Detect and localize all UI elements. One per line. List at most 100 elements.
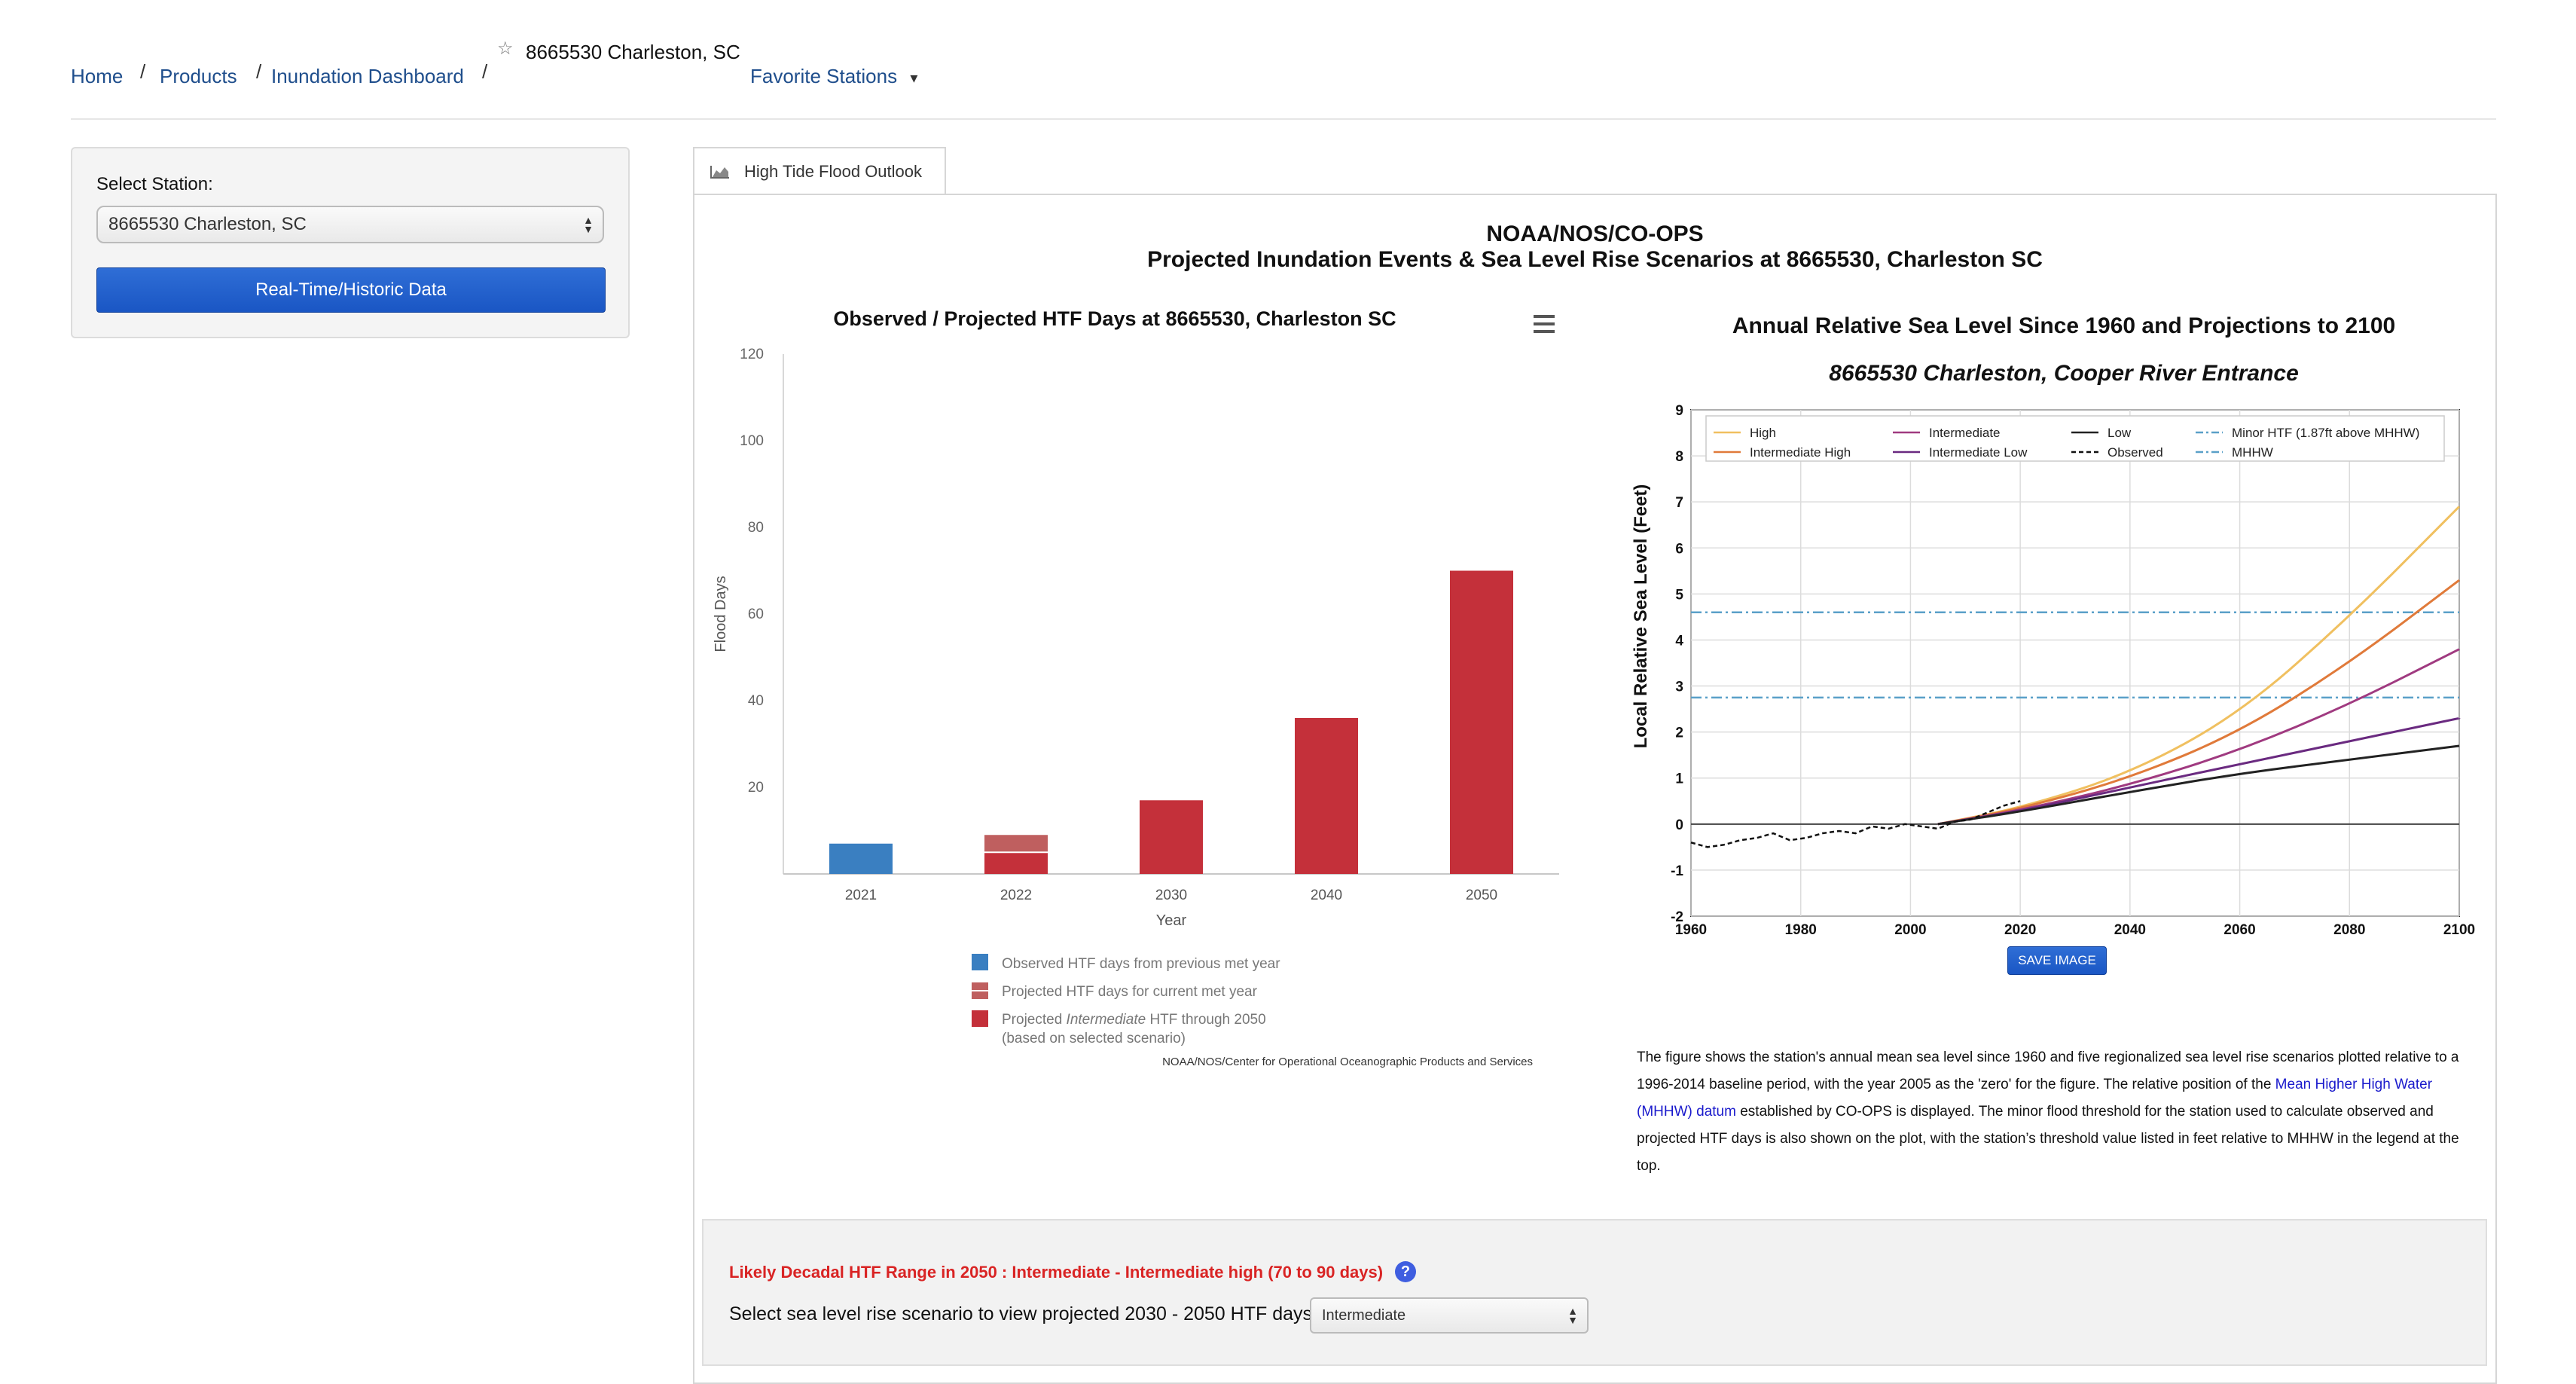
line-xtick-label: 2060 (2223, 922, 2255, 938)
bar-2022-current[interactable] (984, 835, 1048, 853)
select-arrows-icon: ▲ ▼ (1567, 1305, 1578, 1326)
line-ytick-label: 7 (1675, 495, 1683, 511)
bar-ytick-label: 80 (748, 520, 764, 536)
htf-range-text: Likely Decadal HTF Range in 2050 : Inter… (729, 1263, 1384, 1282)
legend-projected-intermediate: Projected Intermediate HTF through 2050 (1002, 1012, 1266, 1028)
legend-entry: Intermediate Low (1929, 445, 2028, 460)
real-time-historic-button[interactable]: Real-Time/Historic Data (96, 267, 606, 313)
bar-split-line (984, 851, 1048, 854)
bar-xtick-label: 2030 (1155, 888, 1187, 903)
scenario-panel: Likely Decadal HTF Range in 2050 : Inter… (702, 1219, 2487, 1366)
chevron-down-icon: ▾ (910, 70, 918, 87)
chart-menu-icon[interactable] (1534, 315, 1555, 333)
line-ytick-label: 1 (1675, 771, 1683, 787)
station-panel: Select Station: 8665530 Charleston, SC ▲… (71, 147, 630, 338)
tab-high-tide-flood-outlook[interactable]: High Tide Flood Outlook (693, 147, 946, 195)
line-ytick-label: 9 (1675, 403, 1683, 419)
legend-projected-intermediate-swatch (972, 1010, 988, 1027)
line-ytick-label: -1 (1671, 863, 1683, 879)
bar-ytick-label: 120 (740, 347, 764, 362)
legend-swatch-split (972, 990, 988, 991)
bar-xtick-label: 2040 (1311, 888, 1342, 903)
line-xtick-label: 2080 (2333, 922, 2365, 938)
bar-xtick-label: 2050 (1466, 888, 1497, 903)
breadcrumb-inundation-dashboard[interactable]: Inundation Dashboard (271, 65, 464, 87)
breadcrumb-products[interactable]: Products (160, 65, 237, 87)
bar-2030[interactable] (1140, 800, 1203, 874)
bar-ytick-label: 40 (748, 693, 764, 709)
chart-description: The figure shows the station's annual me… (1637, 1044, 2469, 1180)
legend-box (1705, 415, 2445, 462)
htf-bar-chart: Observed / Projected HTF Days at 8665530… (713, 307, 1559, 1068)
scenario-prompt: Select sea level rise scenario to view p… (729, 1303, 1312, 1324)
favorite-stations-label: Favorite Stations (750, 65, 898, 87)
observed-line (1690, 800, 2021, 848)
station-select-value: 8665530 Charleston, SC (108, 214, 307, 234)
bar-chart-title: Observed / Projected HTF Days at 8665530… (833, 307, 1396, 330)
legend-projected-intermediate-note: (based on selected scenario) (1002, 1031, 1186, 1046)
line-ytick-label: 5 (1675, 587, 1683, 603)
legend-entry: High (1750, 426, 1776, 440)
scenario-line (1937, 744, 2460, 826)
header-divider (71, 118, 2496, 120)
line-ytick-label: 2 (1675, 726, 1683, 741)
main-title-line2: Projected Inundation Events & Sea Level … (1147, 247, 2043, 272)
line-ytick-label: -2 (1671, 909, 1683, 925)
bar-xtick-label: 2021 (845, 888, 877, 903)
sea-level-line-chart: Annual Relative Sea Level Since 1960 and… (1631, 313, 2475, 938)
current-station: 8665530 Charleston, SC (526, 41, 740, 63)
line-ytick-label: 0 (1675, 817, 1683, 833)
mhhw-datum-link[interactable]: Mean Higher High Water (MHHW) datum (1637, 1077, 2433, 1120)
legend-observed-swatch (972, 954, 988, 970)
chart-credit: NOAA/NOS/Center for Operational Oceanogr… (1162, 1056, 1533, 1068)
line-ytick-label: 4 (1675, 633, 1683, 649)
favorite-star-icon[interactable]: ☆ (497, 38, 514, 59)
line-xtick-label: 2040 (2114, 922, 2146, 938)
area-chart-icon (710, 166, 729, 179)
legend-entry: Minor HTF (1.87ft above MHHW) (2232, 426, 2419, 440)
line-ytick-label: 8 (1675, 449, 1683, 465)
station-select[interactable]: 8665530 Charleston, SC ▲ ▼ (96, 206, 604, 243)
description-text: The figure shows the station's annual me… (1637, 1049, 2459, 1092)
line-chart-ylabel: Local Relative Sea Level (Feet) (1631, 484, 1651, 749)
tab-label: High Tide Flood Outlook (744, 162, 923, 181)
line-chart-subtitle: 8665530 Charleston, Cooper River Entranc… (1829, 361, 2299, 386)
main-title-line1: NOAA/NOS/CO-OPS (1486, 222, 1704, 246)
legend-projected-current: Projected HTF days for current met year (1002, 984, 1258, 1000)
description-text-2: established by CO-OPS is displayed. The … (1637, 1104, 2459, 1174)
bar-2021[interactable] (829, 843, 893, 874)
breadcrumb-home[interactable]: Home (71, 65, 124, 87)
scenario-select-value: Intermediate (1322, 1306, 1406, 1324)
legend-entry: Low (2107, 426, 2132, 440)
bar-2050[interactable] (1450, 570, 1513, 875)
line-ytick-label: 6 (1675, 541, 1683, 557)
breadcrumb-separator: / (140, 60, 146, 83)
bar-xtick-label: 2022 (1000, 888, 1032, 903)
breadcrumb-separator: / (256, 60, 262, 83)
line-xtick-label: 1980 (1785, 922, 1817, 938)
line-xtick-label: 2000 (1894, 922, 1926, 938)
legend-entry: Intermediate High (1750, 445, 1851, 460)
breadcrumb-separator: / (482, 60, 488, 83)
line-xtick-label: 1960 (1675, 922, 1707, 938)
bar-chart-ylabel: Flood Days (713, 576, 729, 652)
favorite-stations-dropdown[interactable]: Favorite Stations ▾ (750, 65, 917, 88)
scenario-select[interactable]: Intermediate ▲ ▼ (1310, 1297, 1589, 1334)
legend-entry: Observed (2107, 445, 2163, 460)
bar-ytick-label: 100 (740, 433, 764, 449)
legend-observed: Observed HTF days from previous met year (1002, 956, 1280, 972)
legend-entry: MHHW (2232, 445, 2273, 460)
legend-entry: Intermediate (1929, 426, 2001, 440)
line-plot-area (1690, 409, 2460, 917)
bar-chart-xlabel: Year (1156, 912, 1187, 929)
save-image-button[interactable]: SAVE IMAGE (2007, 946, 2107, 975)
bar-2022[interactable] (984, 852, 1048, 874)
line-chart-title: Annual Relative Sea Level Since 1960 and… (1732, 313, 2395, 338)
line-xtick-label: 2020 (2004, 922, 2036, 938)
help-icon[interactable]: ? (1395, 1261, 1416, 1282)
bar-ytick-label: 20 (748, 780, 764, 796)
bar-2040[interactable] (1295, 718, 1358, 874)
select-station-label: Select Station: (96, 174, 213, 194)
line-xtick-label: 2100 (2443, 922, 2475, 938)
bar-ytick-label: 60 (748, 606, 764, 622)
